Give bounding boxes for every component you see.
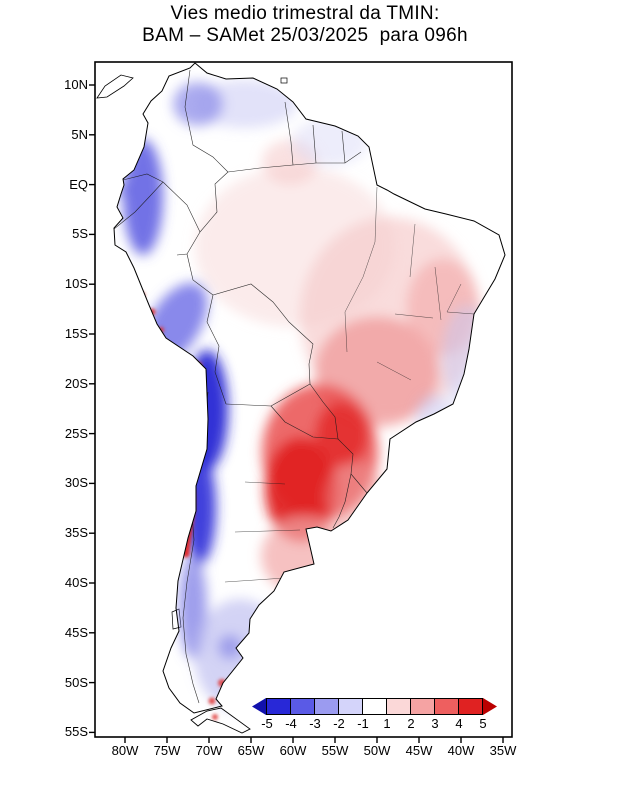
- colorbar-tick-label: -2: [333, 716, 345, 731]
- colorbar-tick-label: -5: [261, 716, 273, 731]
- lat-tick-label: 10N: [64, 77, 88, 92]
- colorbar-tick-label: -1: [357, 716, 369, 731]
- lat-tick-label: 10S: [64, 276, 88, 291]
- colorbar-above-arrow: [483, 698, 497, 715]
- colorbar-segment: [267, 699, 291, 714]
- colorbar-segment: [387, 699, 411, 714]
- colorbar-tick-label: -3: [309, 716, 321, 731]
- south-america-bias-map: [89, 61, 513, 743]
- lat-tick-label: EQ: [69, 177, 88, 192]
- lat-tick-label: 45S: [64, 625, 88, 640]
- lat-tick-label: 35S: [64, 525, 88, 540]
- colorbar-segment: [363, 699, 387, 714]
- colorbar-tick-label: 4: [455, 716, 463, 731]
- colorbar-segment: [411, 699, 435, 714]
- axis-ticks: [89, 84, 504, 743]
- colorbar-segment: [291, 699, 315, 714]
- colorbar-segment: [339, 699, 363, 714]
- title-line-2: BAM – SAMet 25/03/2025 para 096h: [142, 25, 468, 46]
- colorbar-below-arrow: [252, 698, 266, 715]
- panama-sliver: [96, 74, 134, 99]
- lon-tick-label: 70W: [195, 743, 223, 758]
- colorbar-tick-label: 2: [407, 716, 415, 731]
- lon-tick-label: 50W: [363, 743, 391, 758]
- lon-tick-label: 80W: [111, 743, 139, 758]
- colorbar-segment: [435, 699, 459, 714]
- colorbar-segments: [266, 698, 483, 715]
- colorbar-legend: -5 -4 -3 -2 -1 1 2 3 4 5: [252, 698, 500, 734]
- lat-tick-label: 55S: [64, 724, 88, 739]
- lat-tick-label: 50S: [64, 675, 88, 690]
- lat-tick-label: 5N: [71, 127, 88, 142]
- colorbar-tick-label: 5: [479, 716, 487, 731]
- lat-tick-label: 5S: [72, 226, 88, 241]
- trinidad-island: [280, 77, 288, 84]
- lat-tick-label: 20S: [64, 376, 88, 391]
- title-line-1: Vies medio trimestral da TMIN:: [170, 3, 440, 24]
- lon-tick-label: 75W: [153, 743, 181, 758]
- lon-tick-label: 35W: [489, 743, 517, 758]
- colorbar-bar: [252, 698, 500, 715]
- lat-tick-label: 15S: [64, 326, 88, 341]
- lon-tick-label: 65W: [237, 743, 265, 758]
- colorbar-tick-label: -4: [285, 716, 297, 731]
- colorbar-segment: [459, 699, 482, 714]
- lat-tick-label: 30S: [64, 475, 88, 490]
- state-borders: [224, 186, 475, 583]
- lat-tick-label: 40S: [64, 575, 88, 590]
- lon-tick-label: 45W: [405, 743, 433, 758]
- plot-frame: [94, 61, 513, 738]
- title-block: Vies medio trimestral da TMIN: BAM – SAM…: [60, 3, 550, 47]
- lon-tick-label: 40W: [447, 743, 475, 758]
- lon-tick-label: 55W: [321, 743, 349, 758]
- colorbar-segment: [315, 699, 339, 714]
- colorbar-tick-label: 1: [383, 716, 391, 731]
- colorbar-tick-label: 3: [431, 716, 439, 731]
- lon-tick-label: 60W: [279, 743, 307, 758]
- map-group: [89, 61, 513, 743]
- lat-tick-label: 25S: [64, 426, 88, 441]
